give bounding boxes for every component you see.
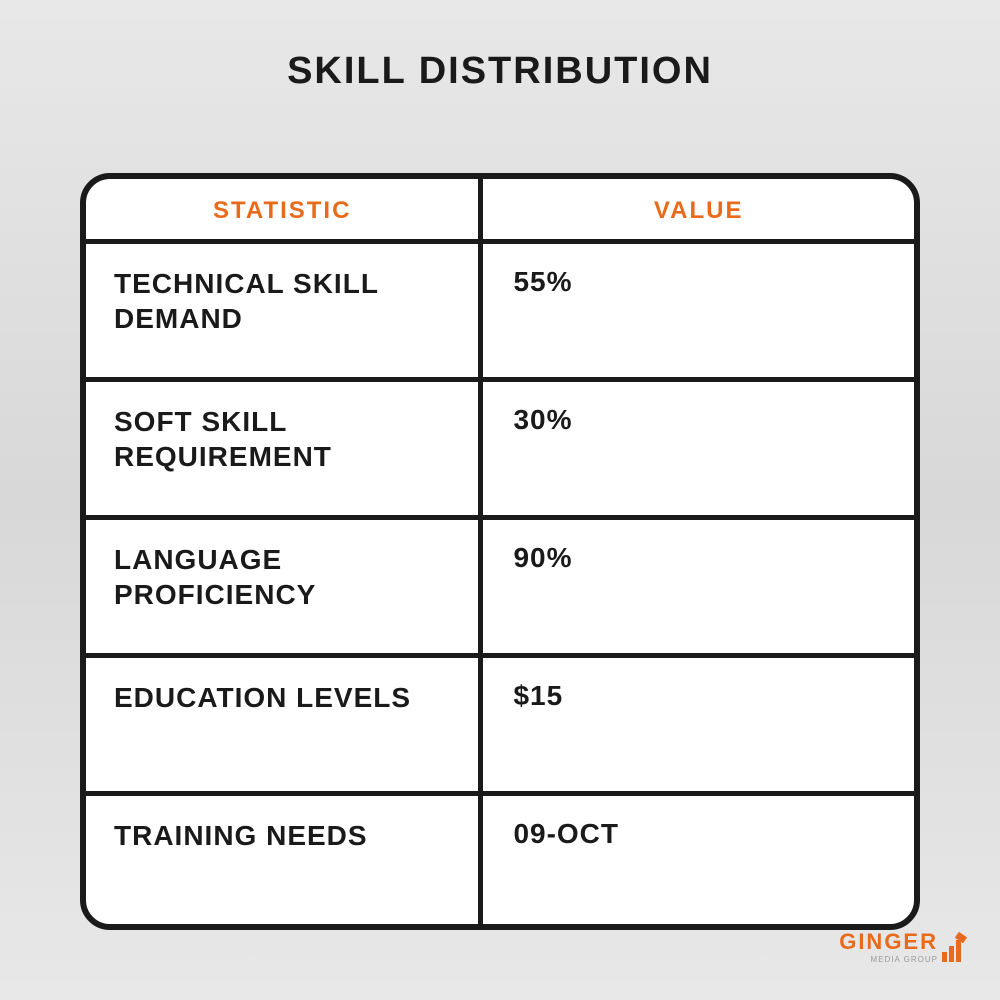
- cell-statistic: SOFT SKILL REQUIREMENT: [86, 382, 483, 515]
- page-title: SKILL DISTRIBUTION: [0, 0, 1000, 93]
- col-header-value: VALUE: [483, 179, 914, 239]
- logo-text: GINGER: [839, 931, 938, 953]
- table-row: TRAINING NEEDS 09-OCT: [86, 796, 914, 924]
- table-row: SOFT SKILL REQUIREMENT 30%: [86, 382, 914, 520]
- cell-statistic: TRAINING NEEDS: [86, 796, 483, 924]
- table-header: STATISTIC VALUE: [86, 179, 914, 244]
- cell-statistic: TECHNICAL SKILL DEMAND: [86, 244, 483, 377]
- logo-subtext: MEDIA GROUP: [871, 955, 938, 964]
- cell-statistic: EDUCATION LEVELS: [86, 658, 483, 791]
- cell-value: 55%: [483, 244, 914, 377]
- col-header-statistic: STATISTIC: [86, 179, 483, 239]
- cell-value: 30%: [483, 382, 914, 515]
- table-row: EDUCATION LEVELS $15: [86, 658, 914, 796]
- brand-logo: GINGER MEDIA GROUP: [839, 931, 964, 964]
- cell-value: $15: [483, 658, 914, 791]
- cell-value: 90%: [483, 520, 914, 653]
- cell-statistic: LANGUAGE PROFICIENCY: [86, 520, 483, 653]
- table-row: TECHNICAL SKILL DEMAND 55%: [86, 244, 914, 382]
- table-row: LANGUAGE PROFICIENCY 90%: [86, 520, 914, 658]
- skill-table: STATISTIC VALUE TECHNICAL SKILL DEMAND 5…: [80, 173, 920, 930]
- bars-icon: [942, 938, 964, 962]
- cell-value: 09-OCT: [483, 796, 914, 924]
